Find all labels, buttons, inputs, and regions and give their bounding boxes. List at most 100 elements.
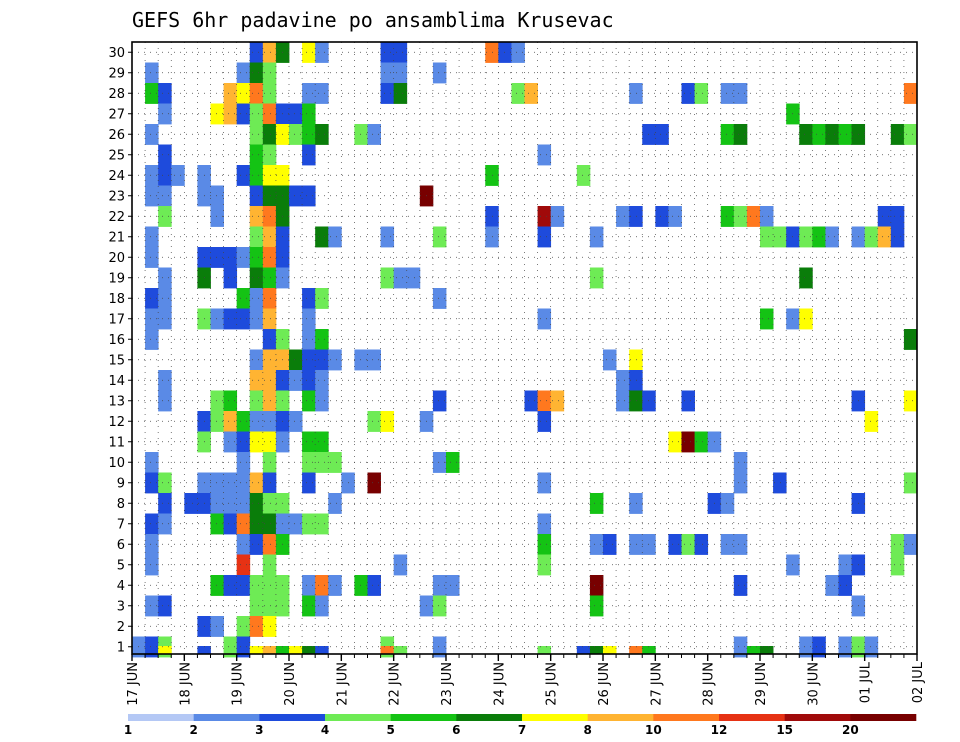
precip-cell bbox=[354, 575, 368, 596]
precip-cell bbox=[589, 534, 604, 555]
precip-cell bbox=[629, 534, 643, 555]
x-tick-label: 25 JUN bbox=[545, 662, 560, 706]
y-tick-label: 18 bbox=[108, 292, 125, 307]
precip-cell bbox=[289, 370, 303, 391]
cells-layer bbox=[132, 42, 918, 658]
precip-cell bbox=[446, 452, 460, 473]
y-tick-label: 30 bbox=[108, 46, 125, 61]
precip-cell bbox=[537, 226, 552, 248]
precip-cell bbox=[838, 575, 852, 596]
precip-cell bbox=[236, 62, 251, 84]
precip-cell bbox=[655, 124, 669, 145]
precip-cell bbox=[864, 636, 879, 658]
precip-cell bbox=[432, 636, 447, 658]
precip-cell bbox=[315, 575, 329, 596]
precip-cell bbox=[524, 83, 538, 104]
precip-cell bbox=[145, 124, 159, 145]
precip-cell bbox=[315, 390, 329, 412]
precip-cell bbox=[589, 595, 604, 617]
precip-cell bbox=[249, 124, 264, 145]
precip-cell bbox=[236, 247, 251, 268]
precip-cell bbox=[432, 226, 447, 248]
precip-cell bbox=[236, 431, 251, 453]
y-tick-label: 16 bbox=[108, 333, 125, 348]
precip-cell bbox=[302, 42, 316, 63]
precip-cell bbox=[289, 646, 303, 654]
precip-cell bbox=[223, 103, 238, 125]
precip-cell bbox=[511, 42, 525, 63]
precip-cell bbox=[681, 390, 695, 412]
legend-swatch bbox=[259, 714, 326, 721]
precip-cell bbox=[223, 636, 238, 658]
precip-cell bbox=[302, 288, 316, 309]
precip-cell bbox=[236, 493, 251, 514]
x-tick-label: 22 JUN bbox=[388, 662, 403, 706]
y-tick-label: 14 bbox=[108, 374, 125, 389]
y-tick-label: 2 bbox=[117, 620, 125, 635]
precip-cell bbox=[537, 390, 552, 412]
precip-cell bbox=[315, 329, 329, 350]
precip-cell bbox=[380, 42, 395, 63]
precip-cell bbox=[315, 83, 329, 104]
y-tick-label: 3 bbox=[117, 599, 125, 614]
precip-cell bbox=[746, 206, 761, 227]
precip-cell bbox=[367, 575, 381, 596]
precip-cell bbox=[903, 472, 918, 494]
precip-cell bbox=[485, 226, 499, 248]
precip-cell bbox=[249, 62, 264, 84]
precip-cell bbox=[262, 226, 277, 248]
x-tick-label: 26 JUN bbox=[597, 662, 612, 706]
precip-cell bbox=[773, 472, 787, 494]
precip-cell bbox=[158, 83, 172, 104]
precip-cell bbox=[223, 390, 238, 412]
precip-cell bbox=[236, 616, 251, 637]
precip-cell bbox=[158, 493, 172, 514]
precip-cell bbox=[838, 554, 852, 576]
x-tick-label: 20 JUN bbox=[283, 662, 298, 706]
precip-cell bbox=[302, 595, 316, 617]
precip-cell bbox=[315, 595, 329, 617]
precip-cell bbox=[864, 411, 879, 432]
y-tick-label: 24 bbox=[108, 169, 125, 184]
precip-cell bbox=[262, 329, 277, 350]
precip-cell bbox=[210, 575, 224, 596]
precip-cell bbox=[223, 411, 238, 432]
precip-cell bbox=[668, 534, 682, 555]
chart-title: GEFS 6hr padavine po ansamblima Krusevac bbox=[132, 8, 614, 32]
precip-cell bbox=[210, 185, 224, 207]
precip-cell bbox=[262, 62, 277, 84]
precip-cell bbox=[681, 431, 695, 453]
precip-cell bbox=[249, 370, 264, 391]
precip-cell bbox=[799, 308, 813, 330]
precip-cell bbox=[589, 575, 604, 596]
precip-cell bbox=[210, 513, 224, 535]
precip-cell bbox=[158, 370, 172, 391]
precip-cell bbox=[694, 83, 709, 104]
precip-cell bbox=[328, 226, 342, 248]
precip-cell bbox=[890, 206, 905, 227]
precip-cell bbox=[236, 452, 251, 473]
precip-cell bbox=[720, 534, 735, 555]
legend-label: 5 bbox=[386, 723, 394, 737]
precip-cell bbox=[145, 165, 159, 186]
x-tick-label: 19 JUN bbox=[231, 662, 246, 706]
precip-cell bbox=[262, 493, 277, 514]
precip-cell bbox=[760, 226, 774, 248]
precip-cell bbox=[249, 646, 264, 654]
precip-cell bbox=[223, 83, 238, 104]
precip-cell bbox=[799, 124, 813, 145]
precip-cell bbox=[158, 646, 172, 654]
precip-cell bbox=[223, 575, 238, 596]
y-tick-label: 27 bbox=[108, 107, 125, 122]
precip-cell bbox=[262, 411, 277, 432]
precip-cell bbox=[249, 165, 264, 186]
precip-cell bbox=[760, 646, 774, 654]
precip-cell bbox=[760, 206, 774, 227]
precip-cell bbox=[223, 472, 238, 494]
precip-cell bbox=[158, 308, 172, 330]
y-tick-label: 13 bbox=[108, 394, 125, 409]
precip-cell bbox=[145, 636, 159, 658]
precip-cell bbox=[223, 493, 238, 514]
precip-cell bbox=[262, 42, 277, 63]
precip-cell bbox=[589, 267, 604, 289]
